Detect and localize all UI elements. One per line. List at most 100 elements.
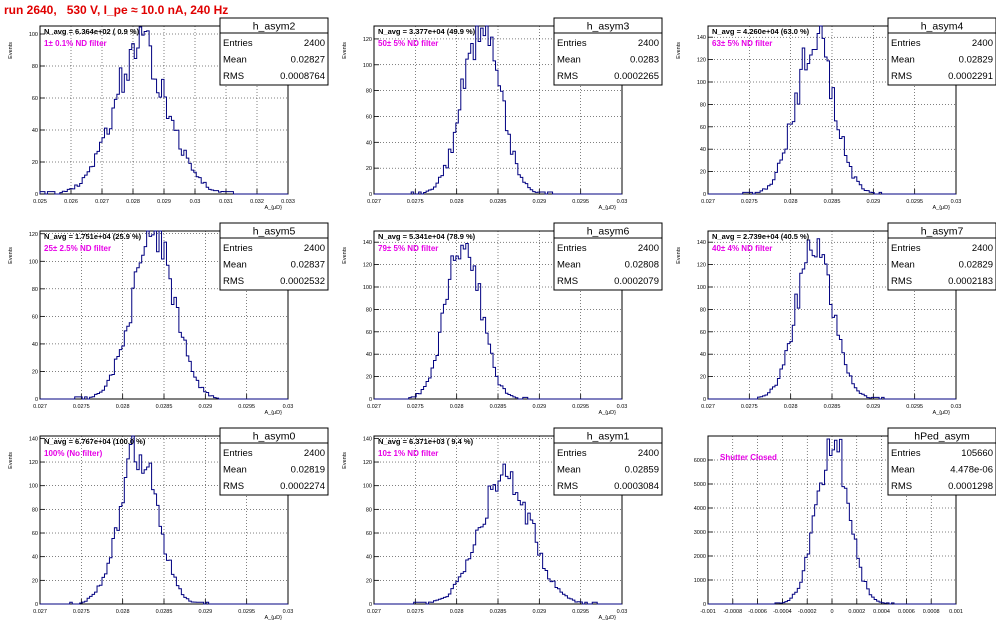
y-tick-label: 0: [369, 397, 372, 403]
y-axis-label: Events: [8, 247, 14, 264]
stats-label: Entries: [223, 243, 253, 254]
y-tick-label: 0: [369, 602, 372, 608]
x-tick-label: 0.0002: [848, 609, 865, 615]
y-tick-label: 100: [697, 80, 706, 86]
x-axis-label: A_{μD}: [932, 410, 950, 416]
x-tick-label: 0.027: [701, 199, 715, 205]
stats-label: Mean: [891, 260, 915, 271]
x-tick-label: 0.0275: [741, 199, 758, 205]
y-tick-label: 40: [366, 555, 372, 561]
stats-value: 0.02829: [959, 260, 993, 271]
navg-annotation: N_avg = 1.751e+04 (25.9 %): [44, 232, 142, 241]
y-tick-label: 20: [32, 160, 38, 166]
y-tick-label: 20: [32, 578, 38, 584]
x-tick-label: 0.03: [617, 609, 628, 615]
x-tick-label: 0.0285: [490, 404, 507, 410]
x-tick-label: 0.027: [701, 404, 715, 410]
y-tick-label: 140: [697, 35, 706, 41]
y-tick-label: 20: [366, 578, 372, 584]
y-tick-label: 40: [32, 342, 38, 348]
x-tick-label: 0.03: [951, 199, 962, 205]
stats-value: 0.02827: [291, 55, 325, 66]
y-tick-label: 120: [29, 232, 38, 238]
x-tick-label: 0.028: [784, 404, 798, 410]
stats-label: RMS: [891, 71, 912, 82]
histogram-line: [374, 242, 622, 400]
stats-title: h_asym5: [253, 226, 296, 238]
x-tick-label: 0.0285: [156, 609, 173, 615]
y-tick-label: 60: [366, 114, 372, 120]
x-tick-label: 0.027: [367, 609, 381, 615]
stats-value: 0.02859: [625, 465, 659, 476]
x-tick-label: 0.028: [116, 404, 130, 410]
stats-value: 0.0002265: [614, 71, 659, 82]
histogram-panel-h_asym0: 0.027 0.0275 0.028 0.0285 0.029 0.0295 0.03 0 20…: [8, 427, 329, 621]
stats-value: 0.02808: [625, 260, 659, 271]
stats-label: RMS: [223, 71, 244, 82]
y-tick-label: 120: [697, 58, 706, 64]
stats-title: h_asym2: [253, 21, 296, 33]
stats-label: Entries: [891, 448, 921, 459]
navg-annotation: N_avg = 6.364e+02 ( 0.9 %): [44, 27, 140, 36]
stats-label: RMS: [891, 276, 912, 287]
histogram-panel-h_asym7: 0.027 0.0275 0.028 0.0285 0.029 0.0295 0.03 0 20…: [676, 222, 996, 416]
x-tick-label: 0.028: [450, 404, 464, 410]
y-tick-label: 40: [700, 147, 706, 153]
histogram-line: [374, 25, 622, 195]
stats-box: [553, 32, 663, 86]
x-axis-label: A_{μD}: [598, 205, 616, 211]
x-tick-label: -0.0008: [723, 609, 742, 615]
x-tick-label: 0.0275: [407, 199, 424, 205]
filter-label: 25± 2.5% ND filter: [44, 244, 111, 253]
x-tick-label: -0.0006: [748, 609, 767, 615]
stats-box: [887, 32, 996, 86]
x-tick-label: 0.0275: [73, 609, 90, 615]
stats-label: Entries: [557, 38, 587, 49]
filter-label: 63± 5% ND filter: [712, 39, 772, 48]
navg-annotation: N_avg = 6.767e+04 (100.0 %): [44, 437, 146, 446]
stats-label: Entries: [557, 243, 587, 254]
y-tick-label: 0: [35, 192, 38, 198]
navg-annotation: N_avg = 4.260e+04 (63.0 %): [712, 27, 810, 36]
x-tick-label: 0.028: [450, 609, 464, 615]
filter-label: 40± 4% ND filter: [712, 244, 772, 253]
stats-box: [219, 237, 329, 291]
stats-box: [553, 442, 663, 496]
stats-value: 0.0002079: [614, 276, 659, 287]
x-axis-label: A_{μD}: [264, 410, 282, 416]
filter-label: 100% (No filter): [44, 449, 103, 458]
y-tick-label: 80: [32, 64, 38, 70]
y-tick-label: 60: [366, 330, 372, 336]
stats-label: Entries: [891, 243, 921, 254]
x-axis-label: A_{μD}: [932, 205, 950, 211]
y-axis-label: Events: [676, 42, 682, 59]
filter-label: Shutter Closed: [720, 453, 777, 462]
x-tick-label: 0.03: [617, 404, 628, 410]
stats-title: h_asym7: [921, 226, 964, 238]
x-tick-label: 0.0004: [873, 609, 890, 615]
y-axis-label: Events: [8, 452, 14, 469]
x-tick-label: 0.027: [33, 609, 47, 615]
stats-value: 2400: [972, 243, 993, 254]
y-tick-label: 60: [366, 531, 372, 537]
x-tick-label: 0.029: [866, 199, 880, 205]
x-tick-label: 0.0295: [906, 404, 923, 410]
stats-box: [219, 32, 329, 86]
histogram-line: [39, 26, 288, 195]
stats-label: Mean: [223, 55, 247, 66]
x-tick-label: 0.027: [367, 199, 381, 205]
x-tick-label: 0.029: [157, 199, 171, 205]
x-tick-label: 0.029: [532, 199, 546, 205]
stats-label: Mean: [557, 55, 581, 66]
stats-value: 0.0001298: [948, 481, 993, 492]
navg-annotation: N_avg = 2.739e+04 (40.5 %): [712, 232, 810, 241]
x-tick-label: 0.0285: [156, 404, 173, 410]
x-tick-label: 0.0295: [572, 404, 589, 410]
stats-label: Entries: [557, 448, 587, 459]
stats-box: [553, 237, 663, 291]
y-tick-label: 140: [29, 436, 38, 442]
x-tick-label: -0.0002: [798, 609, 817, 615]
y-tick-label: 80: [366, 507, 372, 513]
histogram-panel-hPed_asym: -0.001 -0.0008 -0.0006 -0.0004 -0.0002 0 0.000…: [694, 427, 996, 615]
navg-annotation: N_avg = 5.341e+04 (78.9 %): [378, 232, 476, 241]
